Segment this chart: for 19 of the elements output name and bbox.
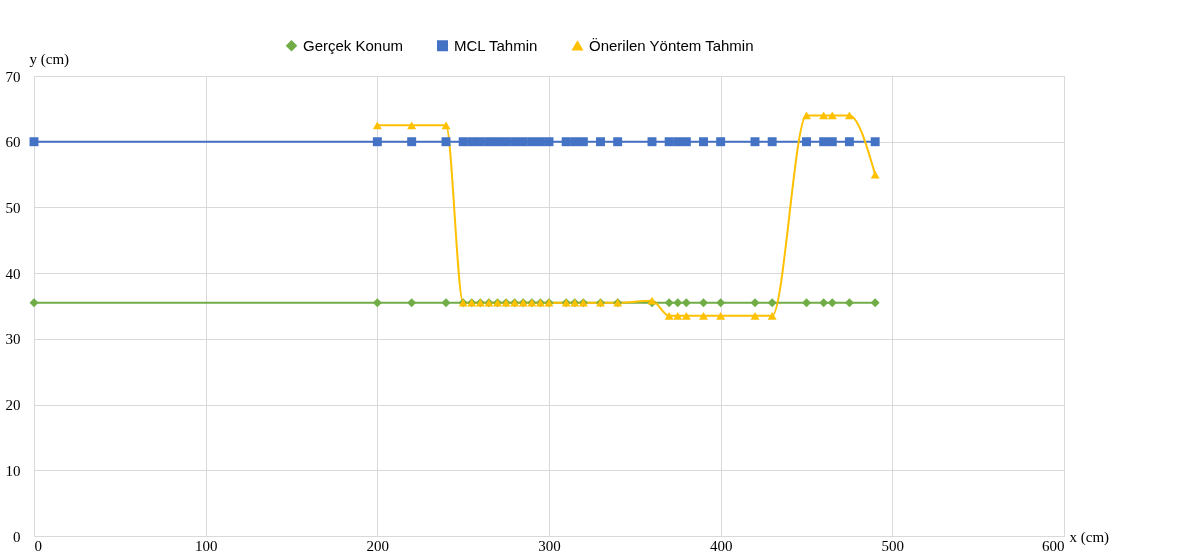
legend-label: Gerçek Konum [303,36,404,54]
x-tick-label: 300 [538,537,561,553]
x-tick-label: 100 [194,537,218,553]
y-tick-label: 10 [5,462,21,479]
y-axis-title: y (cm) [29,50,70,68]
y-tick-label: 40 [5,265,21,282]
legend-label: Önerilen Yöntem Tahmin [589,36,754,54]
y-tick-label: 70 [5,68,21,85]
x-tick-label: 400 [709,537,733,553]
x-tick-label: 500 [881,537,905,553]
y-tick-label: 20 [5,397,21,414]
y-tick-label: 60 [5,134,21,151]
y-tick-label: 30 [5,331,21,348]
x-tick-label: 200 [366,537,390,553]
x-tick-label: 600 [1042,537,1065,553]
y-tick-label: 50 [5,199,21,216]
legend-label: MCL Tahmin [454,36,538,54]
x-axis-title: x (cm) [1069,528,1110,546]
x-tick-label: 0 [34,537,42,553]
